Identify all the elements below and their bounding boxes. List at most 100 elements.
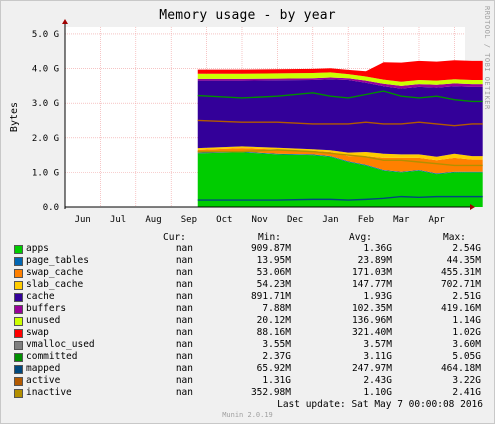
- legend-row: buffers nan 7.88M 102.35M 419.16M: [12, 303, 487, 315]
- legend-swatch: [14, 365, 23, 374]
- legend-cur: nan: [175, 387, 193, 398]
- legend-name: page_tables: [26, 255, 89, 266]
- legend-max: 2.54G: [452, 243, 481, 254]
- area-apps: [197, 152, 483, 207]
- y-tick-label: 0.0: [43, 203, 59, 213]
- legend-avg: 247.97M: [351, 363, 392, 374]
- area-swap: [197, 60, 483, 82]
- legend-max: 419.16M: [440, 303, 481, 314]
- legend-cur: nan: [175, 291, 193, 302]
- legend-avg: 2.43G: [363, 375, 392, 386]
- y-tick-label: 3.0 G: [32, 99, 59, 109]
- legend-cur: nan: [175, 279, 193, 290]
- legend-min: 891.71M: [250, 291, 291, 302]
- legend-min: 65.92M: [256, 363, 291, 374]
- legend-swatch: [14, 377, 23, 386]
- line-active: [197, 119, 483, 127]
- line-committed: [197, 90, 483, 103]
- y-tick-label: 4.0 G: [32, 65, 59, 75]
- legend-swatch: [14, 353, 23, 362]
- y-axis-arrow: [62, 19, 68, 24]
- legend-swatch: [14, 245, 23, 254]
- y-axis-label: Bytes: [9, 102, 20, 132]
- legend-min: 54.23M: [256, 279, 291, 290]
- legend-avg: 3.57M: [363, 339, 392, 350]
- legend-row: active nan 1.31G 2.43G 3.22G: [12, 375, 487, 387]
- legend-row: committed nan 2.37G 3.11G 5.05G: [12, 351, 487, 363]
- x-tick-label: Apr: [429, 215, 446, 225]
- legend-cur: nan: [175, 267, 193, 278]
- x-tick-label: Jun: [75, 215, 91, 225]
- area-cache: [197, 79, 483, 157]
- legend-swatch: [14, 341, 23, 350]
- legend-name: cache: [26, 291, 55, 302]
- x-axis-arrow: [470, 204, 475, 210]
- x-tick-label: Jan: [322, 215, 338, 225]
- legend-max: 2.41G: [452, 387, 481, 398]
- legend-swatch: [14, 269, 23, 278]
- legend-cur: nan: [175, 315, 193, 326]
- legend-row: apps nan 909.87M 1.36G 2.54G: [12, 243, 487, 255]
- legend-min: 1.31G: [262, 375, 291, 386]
- munin-version: Munin 2.0.19: [222, 411, 273, 419]
- legend-avg: 1.10G: [363, 387, 392, 398]
- line-mapped: [197, 195, 483, 201]
- x-tick-label: Sep: [181, 215, 197, 225]
- graph-title: Memory usage - by year: [159, 8, 336, 23]
- last-update: Last update: Sat May 7 00:00:08 2016: [277, 399, 483, 410]
- memory-chart: 0.0 1.0 G 2.0 G 3.0 G 4.0 G 5.0 G Jun Jul Aug Sep…: [9, 19, 483, 225]
- legend-row: unused nan 20.12M 136.96M 1.14G: [12, 315, 487, 327]
- legend-swatch: [14, 293, 23, 302]
- area-buffers: [197, 77, 483, 89]
- legend-max: 455.31M: [440, 267, 481, 278]
- legend-avg: 3.11G: [363, 351, 392, 362]
- legend-min: 13.95M: [256, 255, 291, 266]
- x-tick-label: Nov: [252, 215, 268, 225]
- legend-avg: 147.77M: [351, 279, 392, 290]
- legend-cur: nan: [175, 375, 193, 386]
- legend-swatch: [14, 329, 23, 338]
- area-unused: [197, 72, 483, 86]
- legend-cur: nan: [175, 243, 193, 254]
- legend-max: 1.02G: [452, 327, 481, 338]
- legend-name: slab_cache: [26, 279, 84, 290]
- legend-min: 3.55M: [262, 339, 291, 350]
- legend-name: committed: [26, 351, 78, 362]
- x-tick-label: Mar: [393, 215, 410, 225]
- header-avg: Avg:: [349, 232, 372, 243]
- header-min: Min:: [258, 232, 281, 243]
- header-max: Max:: [443, 232, 466, 243]
- legend-swatch: [14, 257, 23, 266]
- legend-max: 44.35M: [446, 255, 481, 266]
- legend-row: slab_cache nan 54.23M 147.77M 702.71M: [12, 279, 487, 291]
- legend-name: apps: [26, 243, 49, 254]
- y-tick-label: 2.0 G: [32, 134, 59, 144]
- legend-max: 3.22G: [452, 375, 481, 386]
- legend-avg: 23.89M: [357, 255, 392, 266]
- legend-name: buffers: [26, 303, 67, 314]
- legend-row: inactive nan 352.98M 1.10G 2.41G: [12, 387, 487, 399]
- legend-row: swap nan 88.16M 321.40M 1.02G: [12, 327, 487, 339]
- legend-avg: 321.40M: [351, 327, 392, 338]
- legend-max: 5.05G: [452, 351, 481, 362]
- rrdtool-credit: RRDTOOL / TOBI OETIKER: [483, 6, 491, 110]
- legend-max: 2.51G: [452, 291, 481, 302]
- legend-avg: 102.35M: [351, 303, 392, 314]
- legend-avg: 136.96M: [351, 315, 392, 326]
- legend-name: unused: [26, 315, 61, 326]
- x-tick-label: Dec: [287, 215, 303, 225]
- legend-cur: nan: [175, 351, 193, 362]
- x-tick-label: Jul: [110, 215, 126, 225]
- legend-max: 464.18M: [440, 363, 481, 374]
- legend-cur: nan: [175, 339, 193, 350]
- legend-swatch: [14, 305, 23, 314]
- legend-name: swap: [26, 327, 49, 338]
- line-inactive: [197, 149, 483, 167]
- legend-cur: nan: [175, 363, 193, 374]
- legend-min: 88.16M: [256, 327, 291, 338]
- legend-min: 7.88M: [262, 303, 291, 314]
- legend-cur: nan: [175, 303, 193, 314]
- legend-row: page_tables nan 13.95M 23.89M 44.35M: [12, 255, 487, 267]
- legend-max: 3.60M: [452, 339, 481, 350]
- area-slab-cache: [197, 146, 483, 161]
